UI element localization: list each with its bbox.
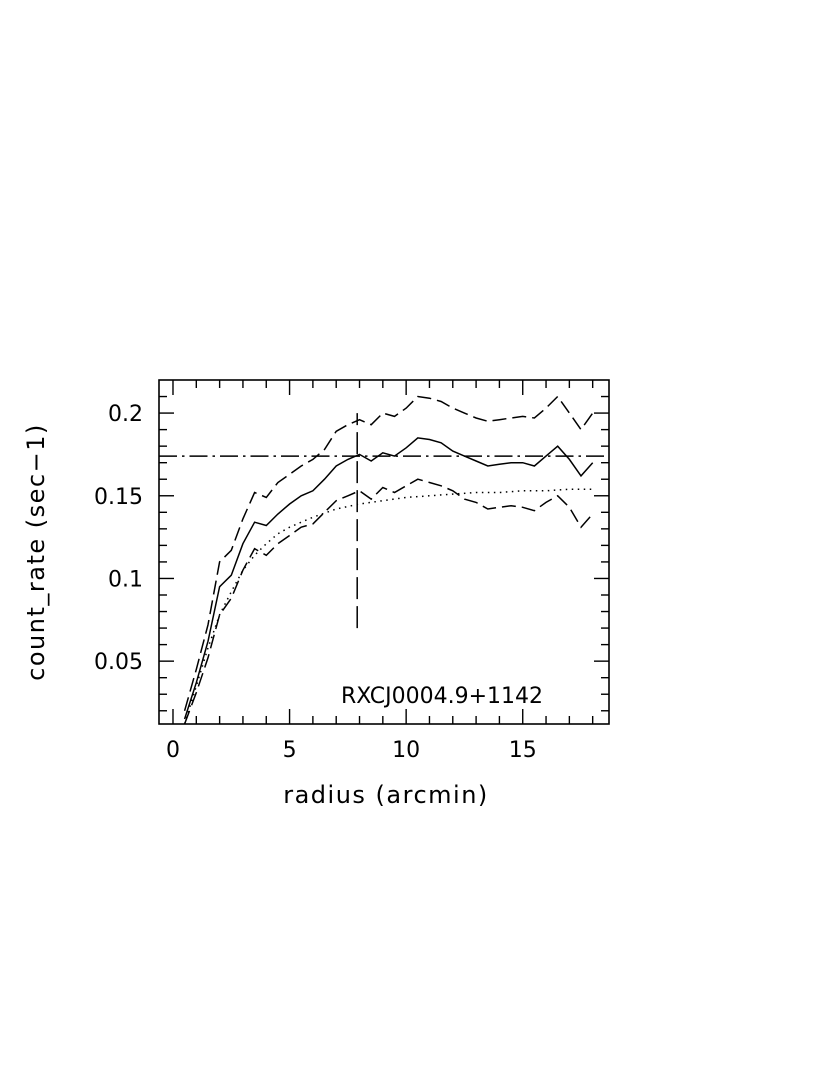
x-tick-label: 5 [283,738,297,763]
x-tick-label: 15 [509,738,537,763]
series-line-dashed-2 [183,478,594,724]
y-tick-label: 0.05 [94,650,143,675]
y-tick-label: 0.1 [108,567,143,592]
plot-frame [158,379,610,725]
y-tick-label: 0.15 [94,485,143,510]
y-axis-label: count_rate (sec−1) [22,423,50,681]
chart-annotation: RXCJ0004.9+1142 [341,684,543,709]
x-tick-label: 10 [392,738,420,763]
x-axis-label: radius (arcmin) [283,781,489,809]
series-line-solid-0 [183,437,594,720]
tick-labels: 0 5 10 15 0.05 0.1 0.15 0.2 [94,402,537,763]
series-lines [159,395,609,724]
tick-marks [159,380,609,724]
x-tick-label: 0 [166,738,180,763]
series-line-dashed-1 [183,395,594,712]
y-tick-label: 0.2 [108,402,143,427]
